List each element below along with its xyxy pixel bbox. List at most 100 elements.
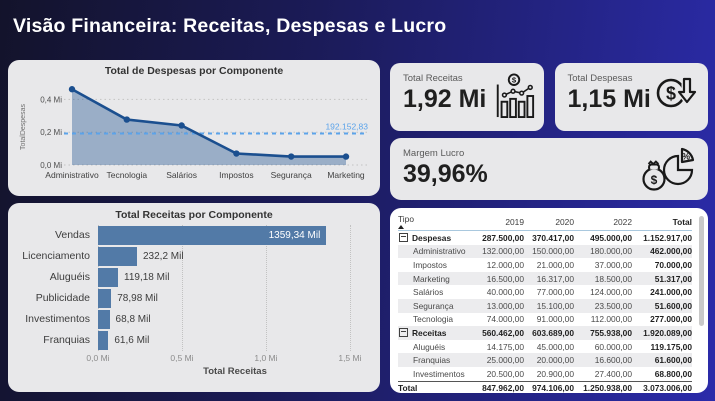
bar-Publicidade[interactable] <box>98 289 112 308</box>
row-label: Total <box>398 383 418 394</box>
column-header-2022[interactable]: 2022 <box>613 216 632 227</box>
bar-Franquias[interactable] <box>98 331 109 350</box>
x-category-label: Segurança <box>271 170 312 180</box>
cell-value: 1.152.917,00 <box>643 232 692 243</box>
table-header-row: Tipo 2019 2020 2022 Total <box>398 213 692 231</box>
bar-Vendas[interactable] <box>98 226 327 245</box>
kpi-margem-lucro[interactable]: Margem Lucro 39,96% % $ <box>390 138 708 200</box>
cell-value: 27.400,00 <box>594 368 632 379</box>
x-gridline <box>98 225 99 351</box>
column-header-2019[interactable]: 2019 <box>505 216 524 227</box>
cell-value: 60.000,00 <box>594 341 632 352</box>
x-gridline <box>349 225 351 351</box>
data-point-Impostos[interactable] <box>233 150 240 157</box>
y-tick-label: 0,2 Mi <box>40 128 62 137</box>
receitas-x-axis: 0,0 Mi 0,5 Mi 1,0 Mi 1,5 Mi <box>86 353 361 365</box>
collapse-icon[interactable] <box>399 327 408 337</box>
cell-value: 20.900,00 <box>536 368 574 379</box>
despesas-area-plot[interactable]: 0,0 Mi 0,2 Mi 0,4 Mi 192.152,83 Administrati… <box>16 79 372 187</box>
cell-value: 277.000,00 <box>650 314 692 325</box>
bar-Aluguéis[interactable] <box>98 268 119 287</box>
table-row-Franquias[interactable]: Franquias 25.000,00 20.000,00 16.600,00 61.6… <box>398 353 692 367</box>
svg-text:%: % <box>682 152 690 162</box>
receitas-bar-chart[interactable]: Total Receitas por Componente Vendas 1359… <box>8 203 380 392</box>
table-row-Tecnologia[interactable]: Tecnologia 74.000,00 91.000,00 112.000,00 27… <box>398 313 692 327</box>
kpi-label: Total Receitas <box>403 73 463 84</box>
cell-value: 91.000,00 <box>536 314 574 325</box>
bar-value-label: 119,18 Mil <box>124 272 170 283</box>
kpi-total-receitas[interactable]: Total Receitas 1,92 Mi $ <box>390 63 544 131</box>
column-header-Tipo[interactable]: Tipo <box>398 214 474 229</box>
cell-value: 560.462,00 <box>482 327 524 338</box>
data-point-Marketing[interactable] <box>342 153 350 160</box>
row-label: Receitas <box>398 327 474 338</box>
x-category-label: Impostos <box>219 170 254 180</box>
sort-ascending-icon[interactable] <box>398 225 404 229</box>
data-point-Tecnologia[interactable] <box>123 116 130 123</box>
y-tick-label: 0,4 Mi <box>40 95 62 104</box>
table-row-Segurança[interactable]: Segurança 13.000,00 15.100,00 23.500,00 51.6… <box>398 298 692 313</box>
area-fill <box>72 89 346 165</box>
svg-text:$: $ <box>511 76 516 85</box>
table-row-Investimentos[interactable]: Investimentos 20.500,00 20.900,00 27.400,00… <box>398 367 692 381</box>
cell-value: 15.100,00 <box>536 300 574 311</box>
receitas-chart-title: Total Receitas por Componente <box>115 209 273 221</box>
table-row-Salários[interactable]: Salários 40.000,00 77.000,00 124.000,00 241.… <box>398 285 692 299</box>
table-row-Aluguéis[interactable]: Aluguéis 14.175,00 45.000,00 60.000,00 119.1… <box>398 340 692 354</box>
cell-value: 1.920.089,00 <box>643 327 692 338</box>
cell-value: 68.800,00 <box>654 368 692 379</box>
receitas-bar-plot: Vendas 1359,34 Mil Licenciamento 232,2 Mil A… <box>22 225 360 351</box>
cell-value: 25.000,00 <box>486 355 524 366</box>
bar-value-label: 1359,34 Mil <box>268 230 321 241</box>
bar-value-label: 61,6 Mil <box>114 335 150 346</box>
cell-value: 180.000,00 <box>590 246 632 257</box>
bar-Investimentos[interactable] <box>98 310 110 329</box>
table-row-Impostos[interactable]: Impostos 12.000,00 21.000,00 37.000,00 70.00… <box>398 258 692 272</box>
row-label: Aluguéis <box>413 341 446 352</box>
cell-value: 40.000,00 <box>486 287 524 298</box>
bar-Licenciamento[interactable] <box>98 247 137 266</box>
cell-value: 74.000,00 <box>486 314 524 325</box>
data-point-Administrativo[interactable] <box>68 86 76 93</box>
table-row-Receitas[interactable]: Receitas 560.462,00 603.689,00 755.938,00 1.… <box>398 326 692 340</box>
table-row-Administrativo[interactable]: Administrativo 132.000,00 150.000,00 180.00… <box>398 244 692 259</box>
cell-value: 16.600,00 <box>594 355 632 366</box>
row-label: Franquias <box>413 355 451 366</box>
bar-value-label: 78,98 Mil <box>117 293 158 304</box>
cell-value: 14.175,00 <box>486 341 524 352</box>
cell-value: 16.317,00 <box>536 273 574 284</box>
kpi-value: 1,92 Mi <box>403 85 487 113</box>
table-row-Marketing[interactable]: Marketing 16.500,00 16.317,00 18.500,00 51.3… <box>398 271 692 286</box>
table-row-Despesas[interactable]: Despesas 287.500,00 370.417,00 495.000,00 1.… <box>398 231 692 245</box>
column-header-Total[interactable]: Total <box>672 216 692 227</box>
matrix-table[interactable]: Tipo 2019 2020 2022 Total Despesas 287.500,00 3… <box>390 208 708 393</box>
data-point-Segurança[interactable] <box>288 153 295 160</box>
cell-value: 287.500,00 <box>482 232 524 243</box>
page-title: Visão Financeira: Receitas, Despesas e L… <box>13 15 447 37</box>
data-point-Salários[interactable] <box>178 122 185 129</box>
bar-category-label: Publicidade <box>35 292 90 304</box>
cell-value: 370.417,00 <box>532 232 574 243</box>
row-label: Tecnologia <box>413 314 454 325</box>
despesas-chart-title: Total de Despesas por Componente <box>104 65 284 77</box>
cell-value: 603.689,00 <box>532 327 574 338</box>
cell-value: 1.250.938,00 <box>583 383 632 394</box>
cell-value: 13.000,00 <box>486 300 524 311</box>
despesas-area-chart[interactable]: Total de Despesas por Componente 0,0 Mi 0… <box>8 60 380 196</box>
bar-category-label: Vendas <box>54 229 90 241</box>
collapse-icon[interactable] <box>399 232 408 242</box>
cell-value: 847.962,00 <box>482 383 524 394</box>
x-gridline <box>265 225 267 351</box>
table-scrollbar-thumb[interactable] <box>699 216 704 326</box>
y-axis-title: TotalDespesas <box>20 104 27 150</box>
cell-value: 3.073.006,00 <box>643 383 692 394</box>
table-total-row[interactable]: Total 847.962,00 974.106,00 1.250.938,00 3.0… <box>398 380 692 396</box>
column-header-2020[interactable]: 2020 <box>555 216 574 227</box>
cell-value: 150.000,00 <box>532 246 574 257</box>
kpi-total-despesas[interactable]: Total Despesas 1,15 Mi $ <box>554 63 708 131</box>
cell-value: 70.000,00 <box>654 259 692 270</box>
kpi-value: 1,15 Mi <box>567 85 651 113</box>
kpi-row: Total Receitas 1,92 Mi $ <box>390 63 708 131</box>
cell-value: 51.317,00 <box>654 273 692 284</box>
